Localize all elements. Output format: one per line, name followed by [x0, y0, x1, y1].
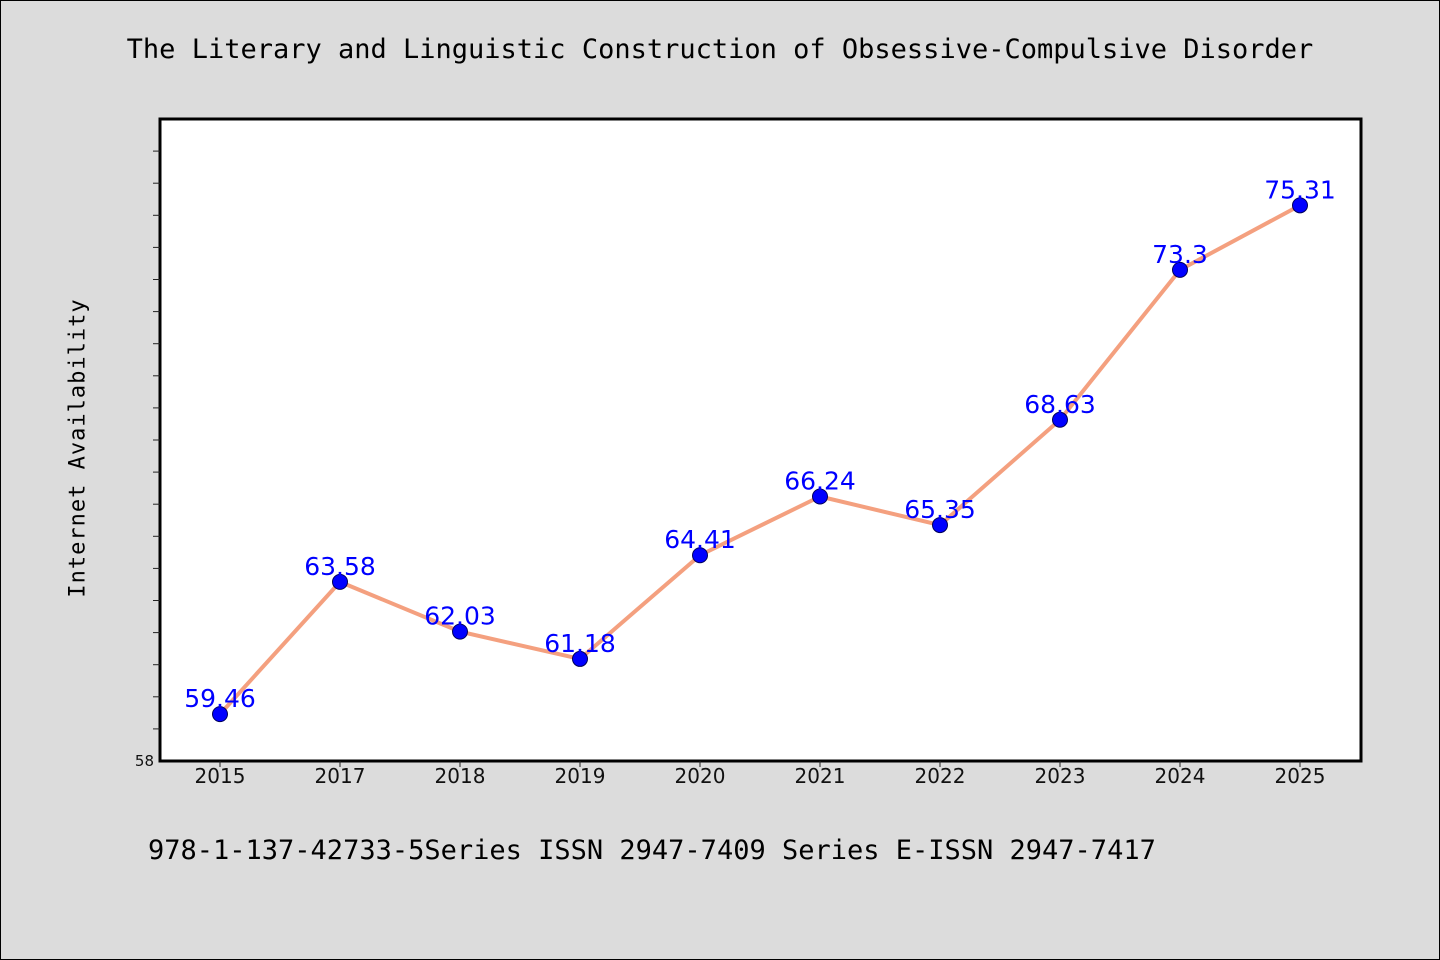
x-tick-label: 2025 — [1275, 764, 1326, 788]
data-point — [212, 706, 228, 723]
data-point — [1172, 261, 1188, 278]
chart-title: The Literary and Linguistic Construction… — [126, 34, 1314, 65]
x-tick-label: 2019 — [555, 764, 606, 788]
data-label: 64.41 — [664, 525, 736, 554]
x-tick-label: 2018 — [435, 764, 486, 788]
data-point — [932, 517, 948, 534]
data-label: 68.63 — [1024, 390, 1096, 419]
data-point — [1052, 411, 1068, 428]
data-point — [572, 650, 588, 667]
data-point — [332, 573, 348, 590]
x-tick-label: 2023 — [1035, 764, 1086, 788]
x-tick-label: 2017 — [315, 764, 366, 788]
data-point — [1292, 197, 1308, 214]
data-label: 61.18 — [544, 629, 616, 658]
data-label: 73.3 — [1152, 240, 1208, 269]
data-point — [452, 623, 468, 640]
plot-frame — [158, 117, 1363, 763]
y-tick-label: 58 — [135, 752, 154, 770]
x-tick-label: 2024 — [1155, 764, 1206, 788]
data-label: 65.35 — [904, 495, 976, 524]
data-label: 62.03 — [424, 602, 496, 631]
data-point — [812, 488, 828, 505]
data-label: 75.31 — [1264, 175, 1336, 204]
data-label: 63.58 — [304, 552, 376, 581]
data-label: 59.46 — [184, 684, 256, 713]
x-tick-label: 2015 — [195, 764, 246, 788]
x-tick-label: 2022 — [915, 764, 966, 788]
footer-isbn-text: 978-1-137-42733-5Series ISSN 2947-7409 S… — [148, 835, 1156, 866]
x-tick-label: 2021 — [795, 764, 846, 788]
x-tick-label: 2020 — [675, 764, 726, 788]
data-label: 66.24 — [784, 466, 856, 495]
data-point — [692, 547, 708, 564]
series-line — [218, 203, 1302, 717]
